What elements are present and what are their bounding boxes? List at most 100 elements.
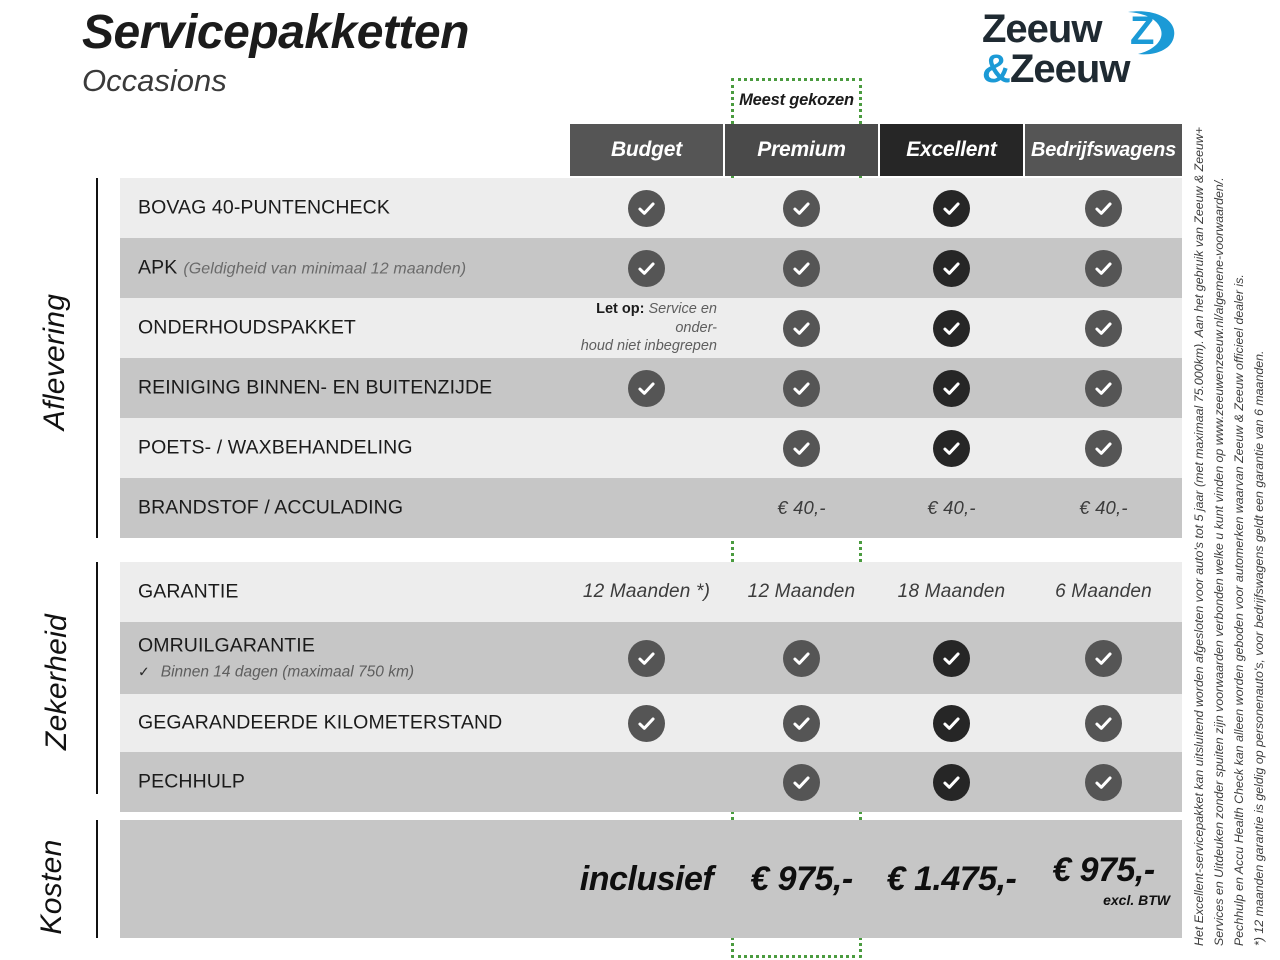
check-icon [628, 189, 665, 227]
check-icon [783, 704, 820, 742]
check-icon [783, 369, 820, 407]
cell-value: € 40,- [1079, 497, 1128, 518]
cell-onderhoudspakket-bedrijfswagens [1025, 298, 1182, 358]
cell-value: 6 Maanden [1055, 581, 1152, 602]
cell-garantie-bedrijfswagens: 6 Maanden [1025, 562, 1182, 622]
check-icon [933, 369, 970, 407]
check-icon [1085, 429, 1122, 467]
page-title: Servicepakketten [82, 6, 469, 59]
row-label-omruilgarantie-text: OMRUILGARANTIE [138, 634, 315, 657]
row-label-apk-note: (Geldigheid van minimaal 12 maanden) [183, 260, 467, 278]
check-icon [1085, 189, 1122, 227]
check-icon [783, 189, 820, 227]
cell-reiniging-premium [725, 358, 878, 418]
cell-omruilgarantie-premium [725, 622, 878, 694]
budget-note-bold: Let op: [596, 301, 645, 318]
check-icon [783, 763, 820, 801]
cost-value: inclusief [579, 859, 714, 898]
check-icon [933, 639, 970, 677]
section-rule-kosten [96, 820, 98, 938]
check-icon [783, 249, 820, 287]
column-header-row: Budget Premium Excellent Bedrijfswagens [570, 124, 1182, 176]
cell-brandstof-premium: € 40,- [725, 478, 878, 538]
table-row: POETS- / WAXBEHANDELING [120, 418, 1182, 478]
cost-bedrijfswagens: € 975,- excl. BTW [1025, 820, 1182, 938]
column-header-budget[interactable]: Budget [570, 124, 723, 176]
check-icon [1085, 309, 1122, 347]
row-label-apk: APK (Geldigheid van minimaal 12 maanden) [138, 257, 466, 280]
brand-logo: Zeeuw Z & Zeeuw [978, 6, 1188, 92]
svg-text:&: & [982, 47, 1010, 91]
budget-note-line1: Service en onder- [644, 301, 717, 336]
disclaimer-line-1: Het Excellent-servicepakket kan uitsluit… [1192, 126, 1206, 946]
cell-garantie-excellent: 18 Maanden [880, 562, 1023, 622]
table-row: GEGARANDEERDE KILOMETERSTAND [120, 694, 1182, 752]
svg-text:Zeeuw: Zeeuw [982, 7, 1103, 51]
cell-pechhulp-bedrijfswagens [1025, 752, 1182, 812]
cost-vat-note: excl. BTW [1103, 891, 1170, 908]
row-label-garantie: GARANTIE [138, 580, 239, 603]
cell-kilometerstand-excellent [880, 694, 1023, 752]
cost-premium: € 975,- [725, 820, 878, 938]
cell-apk-excellent [880, 238, 1023, 298]
check-icon [628, 249, 665, 287]
cell-poets-budget [570, 418, 723, 478]
check-icon [933, 189, 970, 227]
disclaimer-line-2: Services en Uitdeuken zonder spuiten zij… [1212, 177, 1227, 946]
row-label-onderhoudspakket: ONDERHOUDSPAKKET [138, 316, 356, 339]
cost-value: € 975,- [1052, 850, 1155, 889]
table-row: GARANTIE 12 Maanden *) 12 Maanden 18 Maa… [120, 562, 1182, 622]
row-label-bovag: BOVAG 40-PUNTENCHECK [138, 196, 390, 219]
cell-kilometerstand-budget [570, 694, 723, 752]
cell-onderhoudspakket-budget: Let op: Service en onder- houd niet inbe… [570, 298, 723, 358]
cell-apk-premium [725, 238, 878, 298]
cost-excellent: € 1.475,- [880, 820, 1023, 938]
disclaimer-line-4: *) 12 maanden garantie is geldig op pers… [1252, 350, 1267, 946]
check-icon [933, 249, 970, 287]
check-icon [933, 704, 970, 742]
cell-garantie-budget: 12 Maanden *) [570, 562, 723, 622]
aflevering-rows: BOVAG 40-PUNTENCHECK [120, 178, 1182, 538]
zekerheid-rows: GARANTIE 12 Maanden *) 12 Maanden 18 Maa… [120, 562, 1182, 812]
row-label-omruilgarantie: OMRUILGARANTIE ✓ Binnen 14 dagen (maximaa… [138, 635, 414, 682]
cell-poets-premium [725, 418, 878, 478]
check-icon [1085, 249, 1122, 287]
column-header-premium[interactable]: Premium [725, 124, 878, 176]
table-row: OMRUILGARANTIE ✓ Binnen 14 dagen (maximaa… [120, 622, 1182, 694]
cell-onderhoudspakket-premium [725, 298, 878, 358]
cell-brandstof-bedrijfswagens: € 40,- [1025, 478, 1182, 538]
cell-bovag-excellent [880, 178, 1023, 238]
section-rule-aflevering [96, 178, 98, 538]
column-header-excellent[interactable]: Excellent [880, 124, 1023, 176]
check-icon [783, 639, 820, 677]
check-icon [1085, 763, 1122, 801]
check-icon [783, 429, 820, 467]
cell-value: € 40,- [927, 497, 976, 518]
row-label-reiniging: REINIGING BINNEN- EN BUITENZIJDE [138, 376, 493, 399]
cell-kilometerstand-premium [725, 694, 878, 752]
section-label-kosten: Kosten [35, 839, 68, 935]
cell-pechhulp-excellent [880, 752, 1023, 812]
table-row: ONDERHOUDSPAKKET Let op: Service en onde… [120, 298, 1182, 358]
row-label-pechhulp: PECHHULP [138, 770, 245, 793]
cell-reiniging-budget [570, 358, 723, 418]
check-icon [933, 309, 970, 347]
zeeuw-logo-icon: Zeeuw Z & Zeeuw [982, 7, 1175, 91]
table-row: BRANDSTOF / ACCULADING € 40,- € 40,- € 4… [120, 478, 1182, 538]
check-icon [628, 704, 665, 742]
section-rule-zekerheid [96, 562, 98, 794]
cell-brandstof-budget [570, 478, 723, 538]
table-row: PECHHULP [120, 752, 1182, 812]
budget-note: Let op: Service en onder- houd niet inbe… [570, 300, 723, 356]
cost-value: € 975,- [750, 859, 853, 898]
page-title-block: Servicepakketten Occasions [82, 6, 469, 99]
cell-omruilgarantie-bedrijfswagens [1025, 622, 1182, 694]
disclaimer-block: Het Excellent-servicepakket kan uitsluit… [1189, 0, 1273, 946]
cell-value: € 40,- [777, 497, 826, 518]
check-icon [783, 309, 820, 347]
row-label-apk-text: APK [138, 256, 178, 279]
column-header-bedrijfswagens[interactable]: Bedrijfswagens [1025, 124, 1182, 176]
cell-bovag-bedrijfswagens [1025, 178, 1182, 238]
row-label-brandstof: BRANDSTOF / ACCULADING [138, 496, 404, 519]
section-label-aflevering: Aflevering [38, 293, 71, 431]
